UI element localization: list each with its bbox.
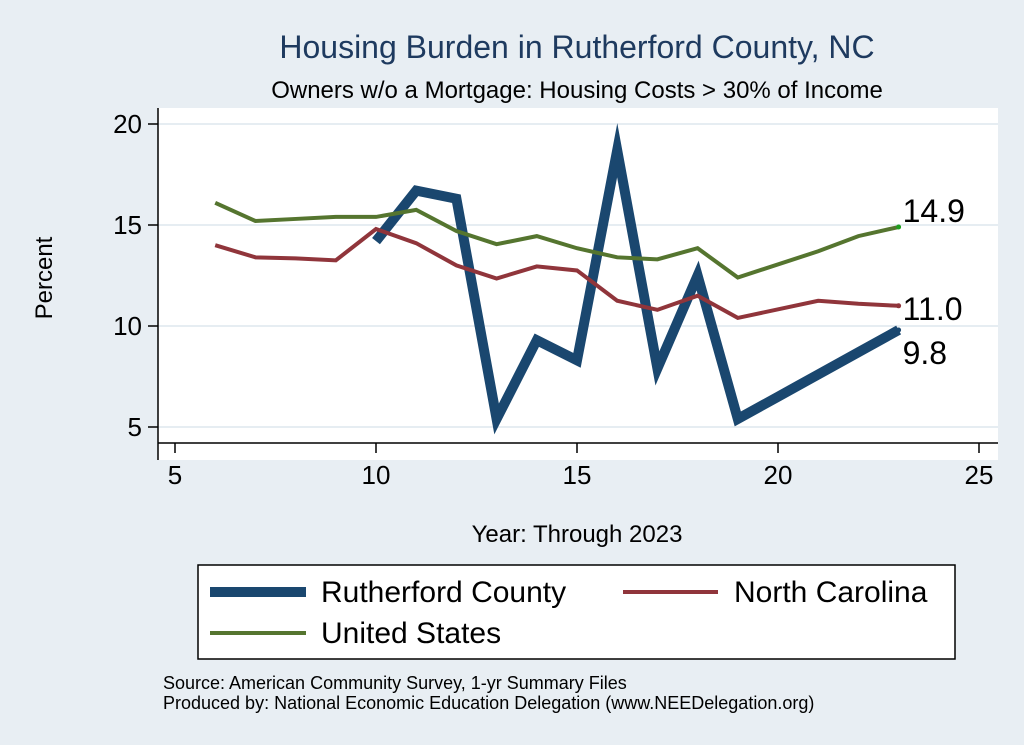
y-tick-label: 5 [128,412,142,442]
producer-note: Produced by: National Economic Education… [163,693,814,713]
series-end-point [896,327,902,333]
series-lines [214,123,902,435]
y-tick-label: 15 [113,210,142,240]
legend: Rutherford County North Carolina United St… [210,576,928,650]
legend-box [197,564,956,660]
x-tick-label: 5 [168,460,182,490]
x-tick-label: 20 [764,460,793,490]
source-note: Source: American Community Survey, 1-yr … [163,673,627,693]
y-axis-title: Percent [31,236,58,319]
end-label-rutherford-county: 9.8 [903,335,947,371]
x-axis-title: Year: Through 2023 [472,521,683,548]
series-line-north-carolina [214,226,899,321]
axes: 5 10 15 20 5 10 15 20 25 [113,108,998,490]
y-tick-label: 10 [113,311,142,341]
x-tick-label: 25 [965,460,994,490]
plot-area [158,108,998,460]
x-tick-label: 15 [563,460,592,490]
chart-subtitle: Owners w/o a Mortgage: Housing Costs > 3… [271,77,883,104]
series-line-united-states [214,200,900,280]
end-label-united-states: 14.9 [903,193,965,229]
legend-label: North Carolina [734,576,928,609]
end-label-north-carolina: 11.0 [903,291,963,327]
legend-label: United States [321,617,501,650]
chart-title: Housing Burden in Rutherford County, NC [279,29,874,65]
legend-label: Rutherford County [321,576,566,609]
x-tick-label: 10 [362,460,391,490]
series-end-point [896,224,902,230]
grid-lines [158,123,998,428]
y-tick-label: 20 [113,109,142,139]
end-labels: 9.8 11.0 14.9 [903,193,965,371]
series-end-point [896,303,902,309]
